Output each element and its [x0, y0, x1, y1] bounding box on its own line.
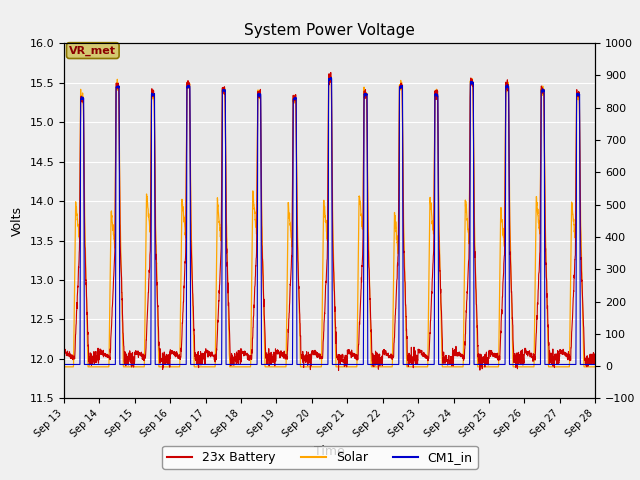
- Title: System Power Voltage: System Power Voltage: [244, 23, 415, 38]
- Y-axis label: Volts: Volts: [11, 206, 24, 236]
- Legend: 23x Battery, Solar, CM1_in: 23x Battery, Solar, CM1_in: [163, 446, 477, 469]
- Text: VR_met: VR_met: [69, 46, 116, 56]
- X-axis label: Time: Time: [314, 445, 345, 458]
